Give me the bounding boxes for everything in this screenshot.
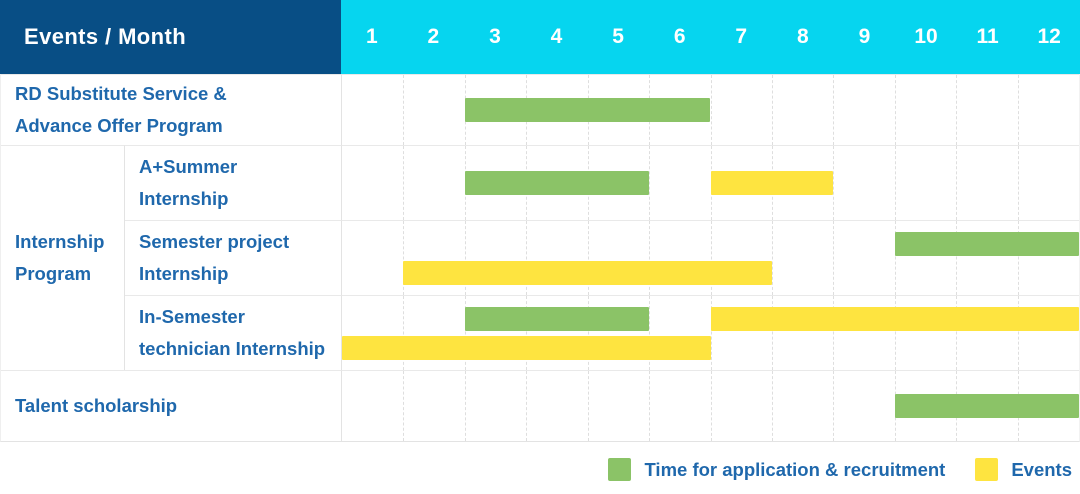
row-group-label: Internship Program: [1, 145, 125, 370]
month-gridline: [587, 221, 589, 295]
month-gridline: [771, 296, 773, 370]
month-header-cell: 4: [550, 25, 563, 48]
timeline-bar-application: [894, 394, 1079, 418]
timeline-bar-application: [464, 171, 650, 195]
legend-item: Events: [975, 458, 1072, 481]
month-gridline: [649, 221, 651, 295]
month-gridline: [1017, 221, 1019, 295]
month-gridline: [649, 146, 651, 220]
month-header-cell: 11: [976, 25, 999, 48]
month-gridline: [1017, 75, 1019, 145]
row-label: In-Semester technician Internship: [125, 295, 342, 370]
row-label: Semester project Internship: [125, 220, 342, 295]
month-gridline: [1017, 296, 1019, 370]
legend-label: Time for application & recruitment: [644, 458, 946, 480]
month-gridline: [464, 221, 466, 295]
row-timeline: [342, 145, 1079, 220]
month-header-cell: 1: [365, 25, 378, 48]
timeline-bar-application: [464, 306, 650, 331]
month-header-cell: 8: [796, 25, 809, 48]
month-gridline: [464, 371, 466, 441]
month-gridline: [1017, 146, 1019, 220]
month-header-cell: 3: [489, 25, 501, 48]
table-title: Events / Month: [0, 0, 341, 74]
legend-swatch-application: [608, 458, 632, 481]
month-gridline: [833, 221, 835, 295]
month-gridline: [403, 296, 405, 370]
month-header-cell: 7: [735, 25, 748, 48]
timeline-bar-event: [342, 335, 711, 360]
header-row: Events / Month 1 2 3 4 5 6 7 8 9 10 11 12: [0, 0, 1080, 74]
month-header-cell: 2: [427, 25, 440, 48]
timeline-bar-application: [464, 98, 711, 122]
month-gridline: [649, 371, 651, 441]
month-gridline: [526, 296, 528, 370]
month-gridline: [710, 221, 712, 295]
timeline-bar-application: [894, 231, 1079, 256]
month-gridline: [403, 75, 405, 145]
month-gridline: [833, 296, 835, 370]
month-gridline: [894, 296, 896, 370]
row-label: Talent scholarship: [1, 370, 342, 441]
month-header-cell: 5: [612, 25, 624, 48]
month-header-cell: 6: [673, 25, 686, 48]
month-gridline: [403, 146, 405, 220]
month-gridline: [956, 296, 958, 370]
month-gridline: [956, 75, 958, 145]
month-gridline: [956, 146, 958, 220]
month-header-cell: 12: [1037, 25, 1061, 48]
month-gridline: [894, 146, 896, 220]
month-gridline: [771, 75, 773, 145]
timeline-bar-event: [403, 260, 772, 285]
month-gridline: [956, 221, 958, 295]
month-gridline: [526, 221, 528, 295]
month-gridline: [833, 371, 835, 441]
month-gridline: [833, 75, 835, 145]
month-gridline: [403, 221, 405, 295]
month-gridline: [649, 296, 651, 370]
month-gridline: [587, 371, 589, 441]
month-gridline: [710, 296, 712, 370]
legend-label: Events: [1011, 458, 1072, 480]
legend-swatch-event: [975, 458, 999, 481]
row-label: A+Summer Internship: [125, 145, 342, 220]
month-gridline: [833, 146, 835, 220]
legend: Time for application & recruitment Events: [608, 458, 1072, 481]
row-timeline: [342, 370, 1079, 441]
month-gridline: [894, 221, 896, 295]
month-gridline: [894, 75, 896, 145]
month-gridline: [771, 371, 773, 441]
month-header-cell: 10: [914, 25, 938, 48]
row-timeline: [342, 220, 1079, 295]
month-gridline: [587, 296, 589, 370]
timeline-bar-event: [710, 306, 1079, 331]
month-gridline: [526, 371, 528, 441]
timeline-bar-event: [710, 171, 834, 195]
month-header-cell: 9: [858, 25, 871, 48]
month-header: 1 2 3 4 5 6 7 8 9 10 11 12: [341, 0, 1080, 74]
month-gridline: [771, 221, 773, 295]
month-gridline: [710, 75, 712, 145]
month-gridline: [710, 371, 712, 441]
row-label: RD Substitute Service & Advance Offer Pr…: [1, 74, 342, 145]
month-gridline: [403, 371, 405, 441]
row-timeline: [342, 74, 1079, 145]
month-gridline: [464, 296, 466, 370]
legend-item: Time for application & recruitment: [608, 458, 945, 481]
row-timeline: [342, 295, 1079, 370]
table-body: RD Substitute Service & Advance Offer Pr…: [0, 74, 1080, 442]
